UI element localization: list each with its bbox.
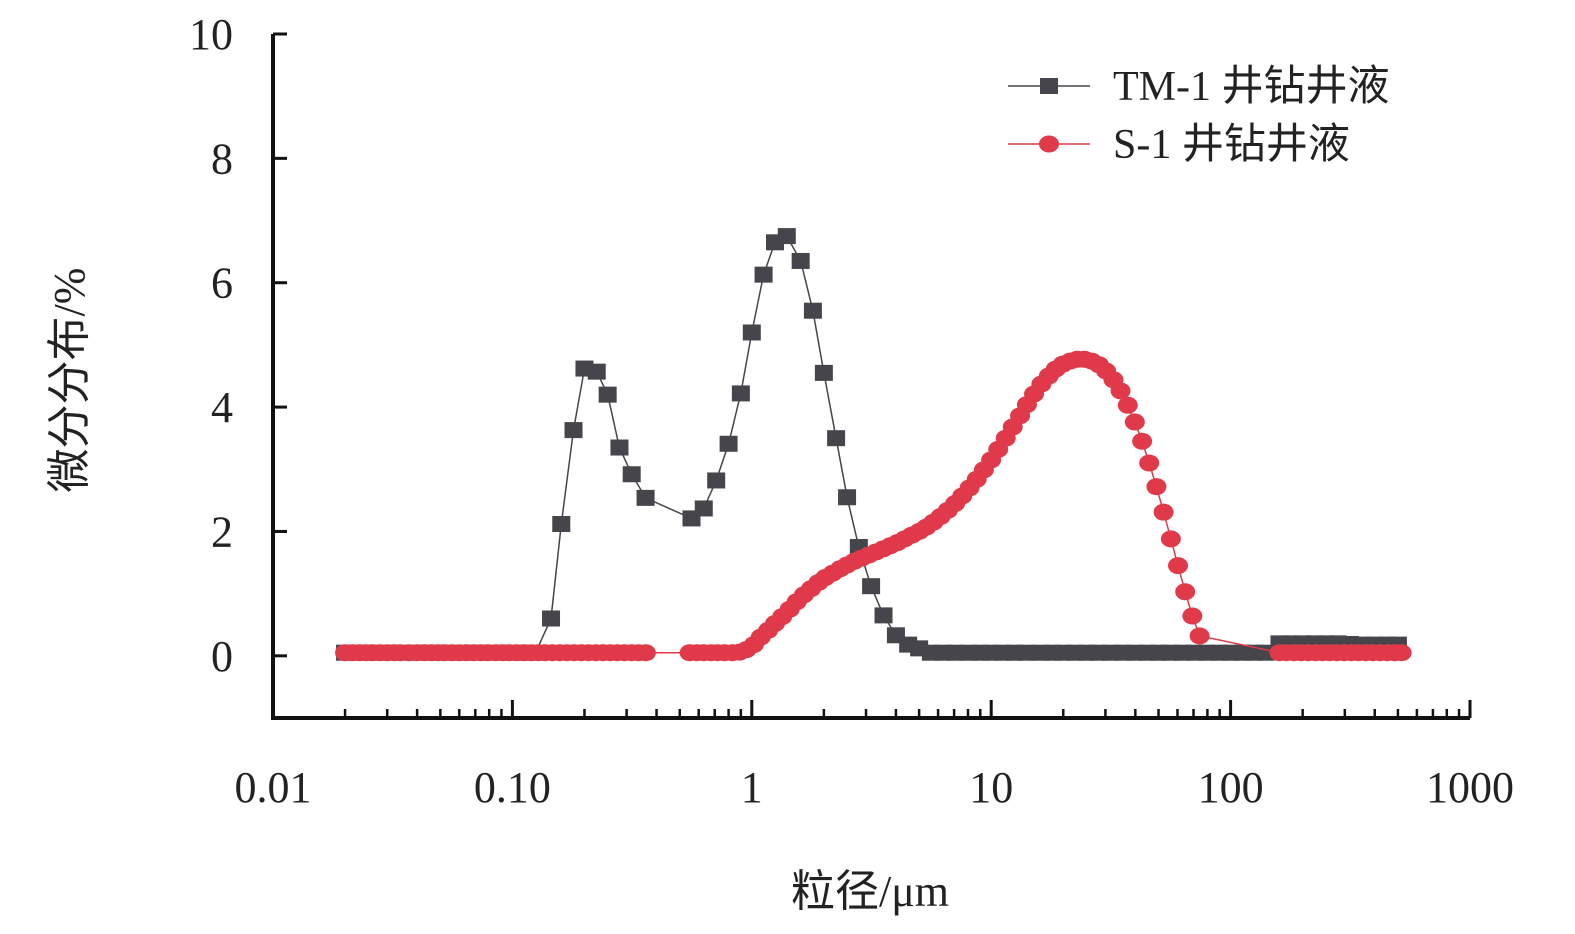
x-tick-labels: 0.01 0.10 1 10 100 1000 [235,763,1515,812]
legend-marker [1040,78,1058,94]
y-tick-label: 8 [211,134,233,183]
y-tick-label: 10 [189,10,233,59]
data-point [827,430,846,447]
legend-marker [1039,135,1059,153]
legend: TM-1 井钻井液 S-1 井钻井液 [1008,64,1390,168]
x-tick-label: 100 [1198,763,1264,812]
data-point [635,644,656,662]
x-tick-label: 10 [969,763,1013,812]
data-point [862,578,881,595]
data-point [1017,644,1036,661]
data-point [874,607,893,624]
data-point [777,228,796,245]
legend-label: S-1 井钻井液 [1113,122,1350,168]
y-tick-label: 0 [211,632,233,681]
data-point [552,515,571,532]
y-axis-title: 微分分布/% [45,268,94,493]
x-tick-label: 0.10 [474,763,551,812]
data-point [610,439,629,456]
data-point [1110,382,1131,400]
data-point [719,435,738,452]
data-point [1168,557,1189,575]
data-point [838,489,857,506]
axes [271,32,1472,720]
data-point [1175,583,1196,601]
y-tick-label: 2 [211,507,233,556]
data-point [814,364,833,381]
data-point [803,302,822,319]
data-point [1139,454,1160,472]
data-point [587,363,606,380]
data-point [564,422,583,439]
y-tick-label: 6 [211,259,233,308]
data-point [542,610,561,627]
data-point [1182,607,1203,625]
series-line [345,358,1402,654]
x-tick-label: 1000 [1426,763,1514,812]
data-point [636,489,655,506]
data-point [742,324,761,341]
data-point [1124,413,1145,431]
x-tick-label: 1 [741,763,763,812]
data-point [754,266,773,283]
y-tick-labels: 0 2 4 6 8 10 [189,10,233,681]
series-2 [335,350,1412,662]
x-axis-title: 粒径/μm [791,867,949,916]
data-point [707,472,726,489]
data-point [622,466,641,483]
data-point [1189,627,1210,645]
data-point [1117,396,1138,414]
y-tick-label: 4 [211,383,233,432]
data-point [1153,503,1174,521]
data-point [694,500,713,517]
data-point [598,386,617,403]
data-point [1391,644,1412,662]
data-point [1132,432,1153,450]
legend-label: TM-1 井钻井液 [1113,64,1390,110]
data-point [731,385,750,402]
series-layer [335,228,1412,662]
x-tick-label: 0.01 [235,763,312,812]
series-1 [336,228,1407,661]
data-point [1160,530,1181,548]
data-point [1146,478,1167,496]
data-point [791,252,810,269]
